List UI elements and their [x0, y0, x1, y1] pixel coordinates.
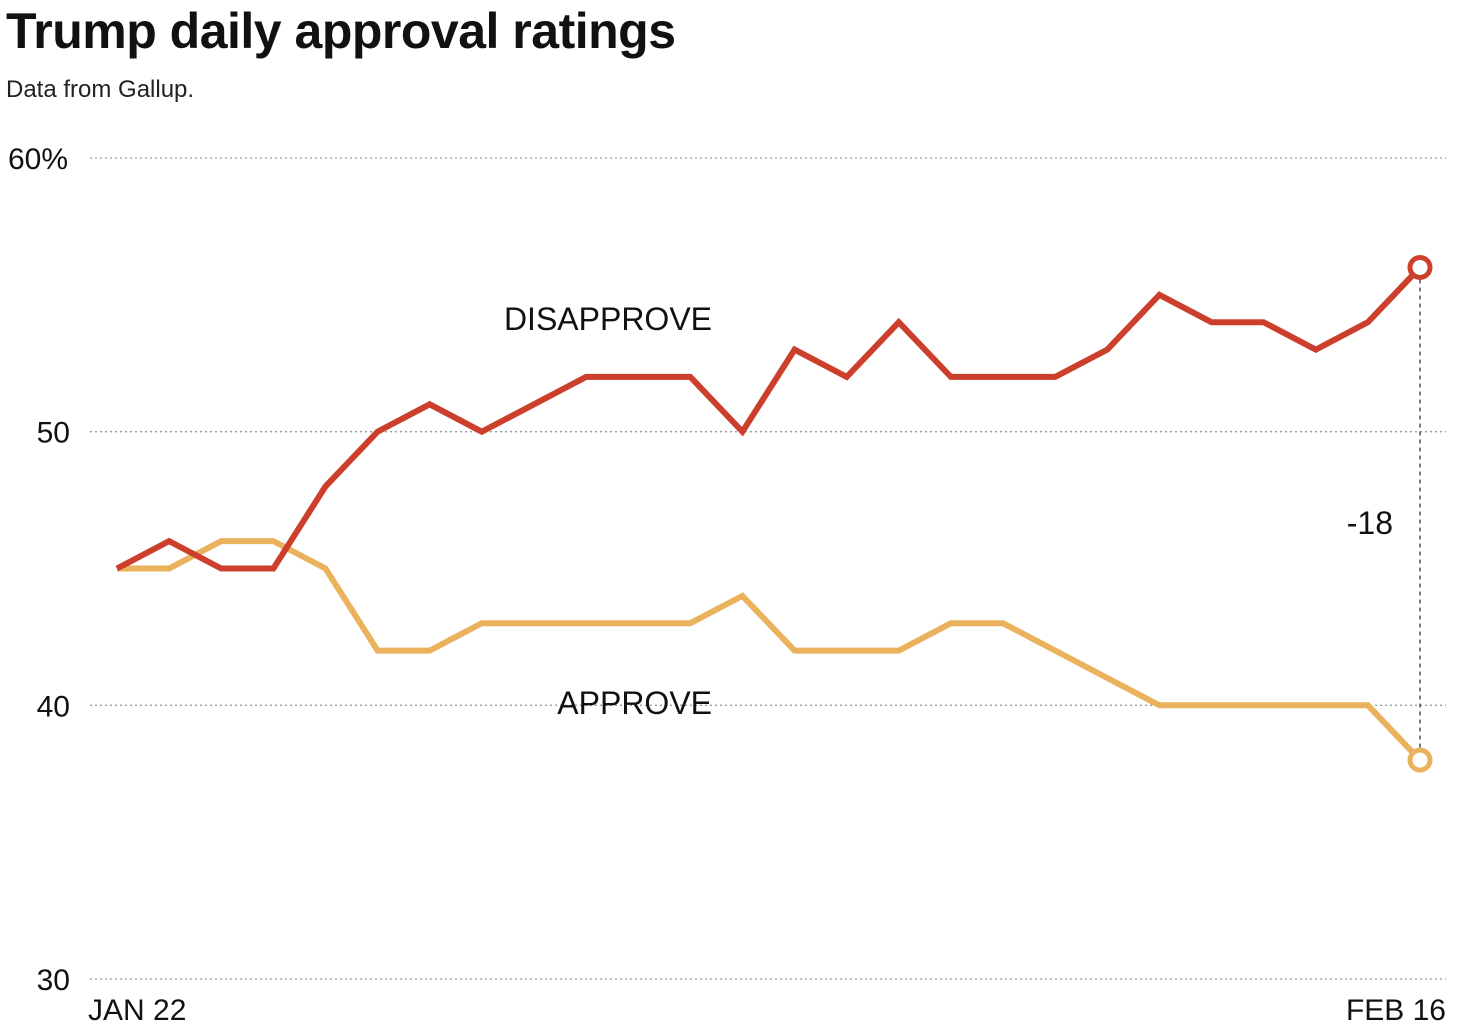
y-tick-label: 60%: [8, 143, 68, 176]
series-labels: DISAPPROVE APPROVE: [504, 301, 712, 721]
series: [115, 254, 1433, 773]
approve-endpoint: [1407, 747, 1433, 773]
difference-label: -18: [1347, 505, 1393, 541]
x-tick-label-start: JAN 22: [88, 994, 186, 1027]
y-axis: 60% 50 40 30: [8, 143, 70, 997]
x-axis: JAN 22 FEB 16: [88, 994, 1446, 1027]
series-label-disapprove: DISAPPROVE: [504, 301, 712, 337]
x-tick-label-end: FEB 16: [1346, 994, 1446, 1027]
approve-line: [117, 538, 1423, 763]
chart-subtitle: Data from Gallup.: [6, 76, 195, 103]
series-label-approve: APPROVE: [557, 685, 712, 721]
chart-title: Trump daily approval ratings: [6, 3, 676, 59]
disapprove-endpoint: [1407, 254, 1433, 280]
y-tick-label: 40: [37, 690, 70, 723]
y-tick-label: 50: [37, 417, 70, 450]
disapprove-line: [115, 265, 1423, 572]
difference-annotation: -18: [1347, 279, 1421, 749]
gridlines: [90, 157, 1446, 980]
y-tick-label: 30: [37, 964, 70, 997]
